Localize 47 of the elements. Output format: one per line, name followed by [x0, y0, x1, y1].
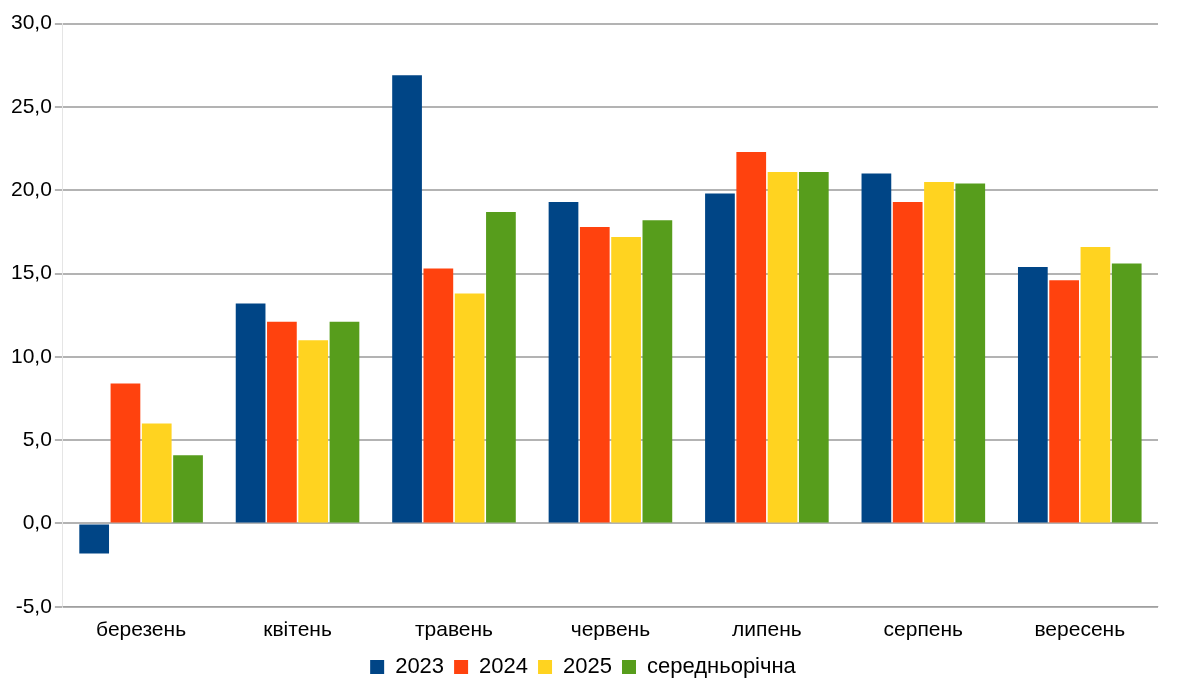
- bar: [392, 75, 422, 523]
- bar: [955, 183, 986, 523]
- x-tick-label: липень: [732, 617, 802, 641]
- bar: [79, 524, 110, 554]
- y-tick-label: 0,0: [22, 510, 52, 534]
- bar: [736, 151, 767, 523]
- x-tick-label: червень: [570, 617, 651, 641]
- legend-label: середньорічна: [646, 653, 797, 679]
- bar: [924, 181, 954, 523]
- x-tick-label: вересень: [1034, 617, 1126, 641]
- x-tick-label: травень: [414, 617, 494, 641]
- x-tick-label: серпень: [883, 617, 964, 641]
- bar: [1111, 263, 1142, 523]
- bar: [173, 455, 203, 523]
- bar: [110, 383, 141, 523]
- bar: [267, 321, 297, 523]
- bar: [705, 193, 735, 523]
- y-tick-label: 30,0: [11, 10, 52, 34]
- y-tick-label: 25,0: [11, 93, 52, 117]
- bar: [454, 293, 485, 523]
- legend-label: 2024: [479, 653, 529, 679]
- bar: [235, 303, 266, 523]
- y-tick-label: 20,0: [11, 177, 52, 201]
- bar: [798, 171, 829, 523]
- bar: [1080, 246, 1111, 523]
- bar: [611, 236, 641, 523]
- bar: [1049, 280, 1079, 523]
- bar: [861, 173, 892, 523]
- y-tick-label: 15,0: [11, 260, 52, 284]
- bar: [579, 226, 610, 523]
- bar: [892, 201, 923, 523]
- bar: [642, 220, 673, 523]
- bar: [423, 268, 454, 523]
- bar: [329, 321, 360, 523]
- bar: [1017, 266, 1048, 523]
- legend-label: 2025: [563, 653, 612, 679]
- legend-label: 2023: [395, 653, 445, 679]
- x-tick-label: квітень: [263, 617, 332, 641]
- y-tick-label: 10,0: [11, 343, 52, 367]
- bar: [486, 211, 516, 523]
- bar: [141, 423, 172, 523]
- bar: [548, 201, 579, 523]
- y-tick-label: -5,0: [15, 593, 52, 617]
- x-tick-label: березень: [96, 617, 187, 641]
- bar: [298, 340, 329, 523]
- bar: [767, 171, 798, 523]
- y-tick-label: 5,0: [22, 426, 52, 450]
